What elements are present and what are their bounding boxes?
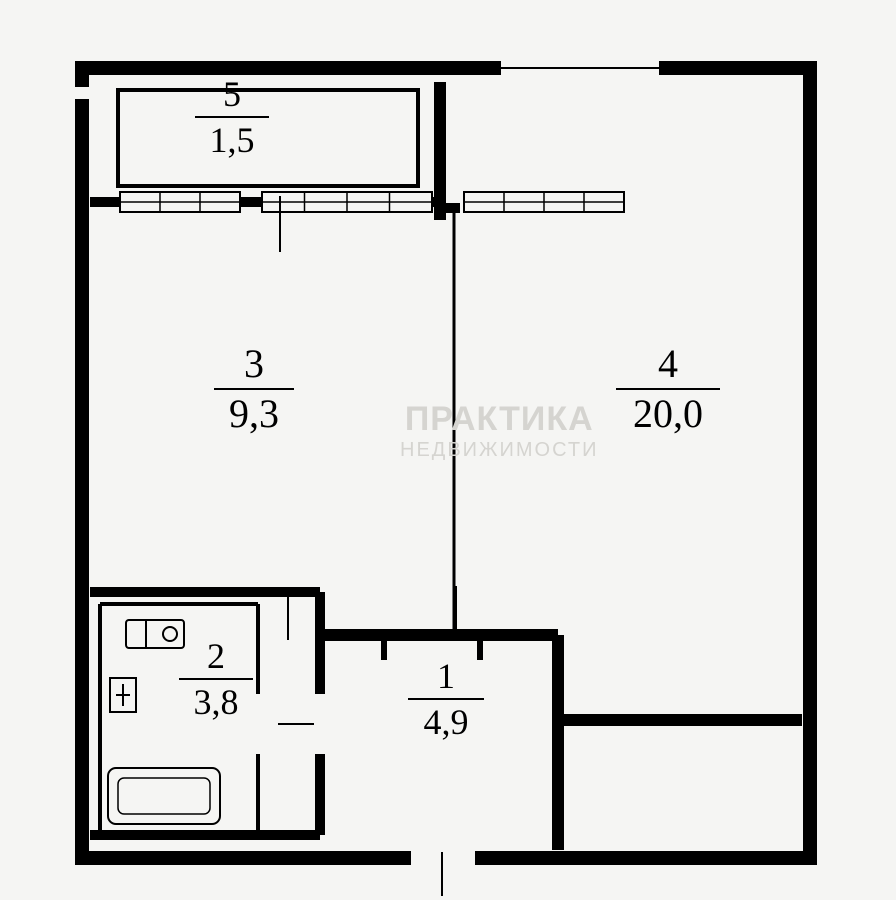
floor-plan-page: ПРАКТИКА НЕДВИЖИМОСТИ 14,923,839,3420,05… (0, 0, 896, 900)
room-label-2: 23,8 (179, 638, 253, 720)
label-divider (616, 388, 720, 390)
floor-plan-svg (0, 0, 896, 900)
room-label-4: 420,0 (616, 344, 720, 434)
room-label-5: 51,5 (195, 76, 269, 158)
label-divider (214, 388, 294, 390)
room-area: 20,0 (616, 394, 720, 434)
room-area: 1,5 (195, 122, 269, 158)
label-divider (179, 678, 253, 680)
label-divider (195, 116, 269, 118)
room-label-3: 39,3 (214, 344, 294, 434)
room-number: 1 (408, 658, 484, 694)
room-number: 2 (179, 638, 253, 674)
label-divider (408, 698, 484, 700)
room-area: 4,9 (408, 704, 484, 740)
room-number: 3 (214, 344, 294, 384)
room-number: 4 (616, 344, 720, 384)
room-area: 3,8 (179, 684, 253, 720)
room-area: 9,3 (214, 394, 294, 434)
room-number: 5 (195, 76, 269, 112)
room-label-1: 14,9 (408, 658, 484, 740)
